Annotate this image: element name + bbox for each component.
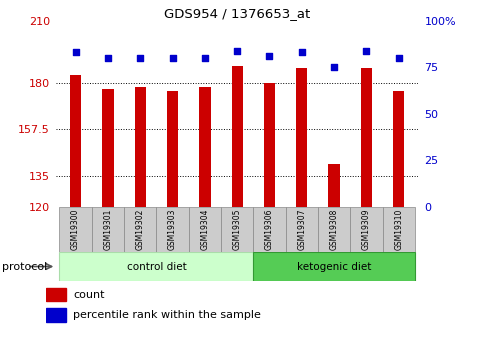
Text: GSM19308: GSM19308 xyxy=(329,209,338,250)
Bar xyxy=(102,89,113,207)
Bar xyxy=(382,207,414,252)
Bar xyxy=(199,87,210,207)
Bar xyxy=(60,207,92,252)
Bar xyxy=(60,252,253,281)
Point xyxy=(104,55,112,61)
Bar xyxy=(221,207,253,252)
Bar xyxy=(156,207,188,252)
Text: GSM19302: GSM19302 xyxy=(136,209,144,250)
Point xyxy=(233,48,241,53)
Bar xyxy=(296,68,307,207)
Bar xyxy=(349,207,382,252)
Bar xyxy=(46,288,65,302)
Point xyxy=(136,55,144,61)
Text: GSM19301: GSM19301 xyxy=(103,209,112,250)
Bar xyxy=(360,68,371,207)
Text: GSM19310: GSM19310 xyxy=(393,209,403,250)
Text: GSM19300: GSM19300 xyxy=(71,209,80,250)
Point xyxy=(394,55,402,61)
Point xyxy=(329,65,337,70)
Bar xyxy=(253,207,285,252)
Bar xyxy=(253,252,414,281)
Bar xyxy=(124,207,156,252)
Text: GSM19309: GSM19309 xyxy=(361,209,370,250)
Point xyxy=(72,50,80,55)
Bar xyxy=(92,207,124,252)
Text: percentile rank within the sample: percentile rank within the sample xyxy=(73,310,261,320)
Text: GSM19307: GSM19307 xyxy=(297,209,305,250)
Text: ketogenic diet: ketogenic diet xyxy=(296,262,370,272)
Bar xyxy=(328,164,339,207)
Bar xyxy=(231,66,243,207)
Bar xyxy=(70,75,81,207)
Text: protocol: protocol xyxy=(2,262,48,272)
Text: control diet: control diet xyxy=(126,262,186,272)
Point xyxy=(168,55,176,61)
Title: GDS954 / 1376653_at: GDS954 / 1376653_at xyxy=(163,7,310,20)
Point xyxy=(297,50,305,55)
Text: GSM19304: GSM19304 xyxy=(200,209,209,250)
Bar xyxy=(264,83,275,207)
Bar xyxy=(392,91,404,207)
Bar xyxy=(317,207,349,252)
Bar xyxy=(166,91,178,207)
Text: GSM19306: GSM19306 xyxy=(264,209,273,250)
Bar xyxy=(46,308,65,322)
Text: GSM19305: GSM19305 xyxy=(232,209,241,250)
Point xyxy=(362,48,369,53)
Bar xyxy=(134,87,145,207)
Text: count: count xyxy=(73,290,104,299)
Point xyxy=(201,55,208,61)
Bar xyxy=(188,207,221,252)
Text: GSM19303: GSM19303 xyxy=(168,209,177,250)
Bar xyxy=(285,207,317,252)
Point xyxy=(265,53,273,59)
